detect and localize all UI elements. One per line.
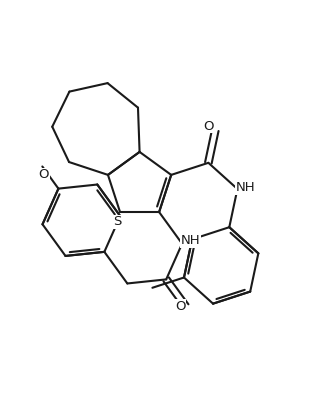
Text: O: O	[203, 120, 213, 133]
Text: NH: NH	[181, 234, 200, 247]
Text: S: S	[113, 215, 121, 228]
Text: O: O	[39, 168, 49, 181]
Text: NH: NH	[236, 181, 256, 194]
Text: O: O	[175, 300, 185, 313]
